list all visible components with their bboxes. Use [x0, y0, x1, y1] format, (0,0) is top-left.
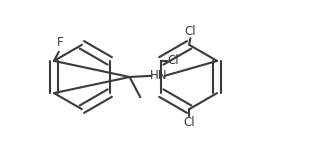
Text: Cl: Cl [167, 54, 179, 67]
Text: F: F [57, 36, 63, 49]
Text: Cl: Cl [185, 25, 196, 38]
Text: Cl: Cl [183, 116, 195, 129]
Text: HN: HN [149, 69, 167, 82]
